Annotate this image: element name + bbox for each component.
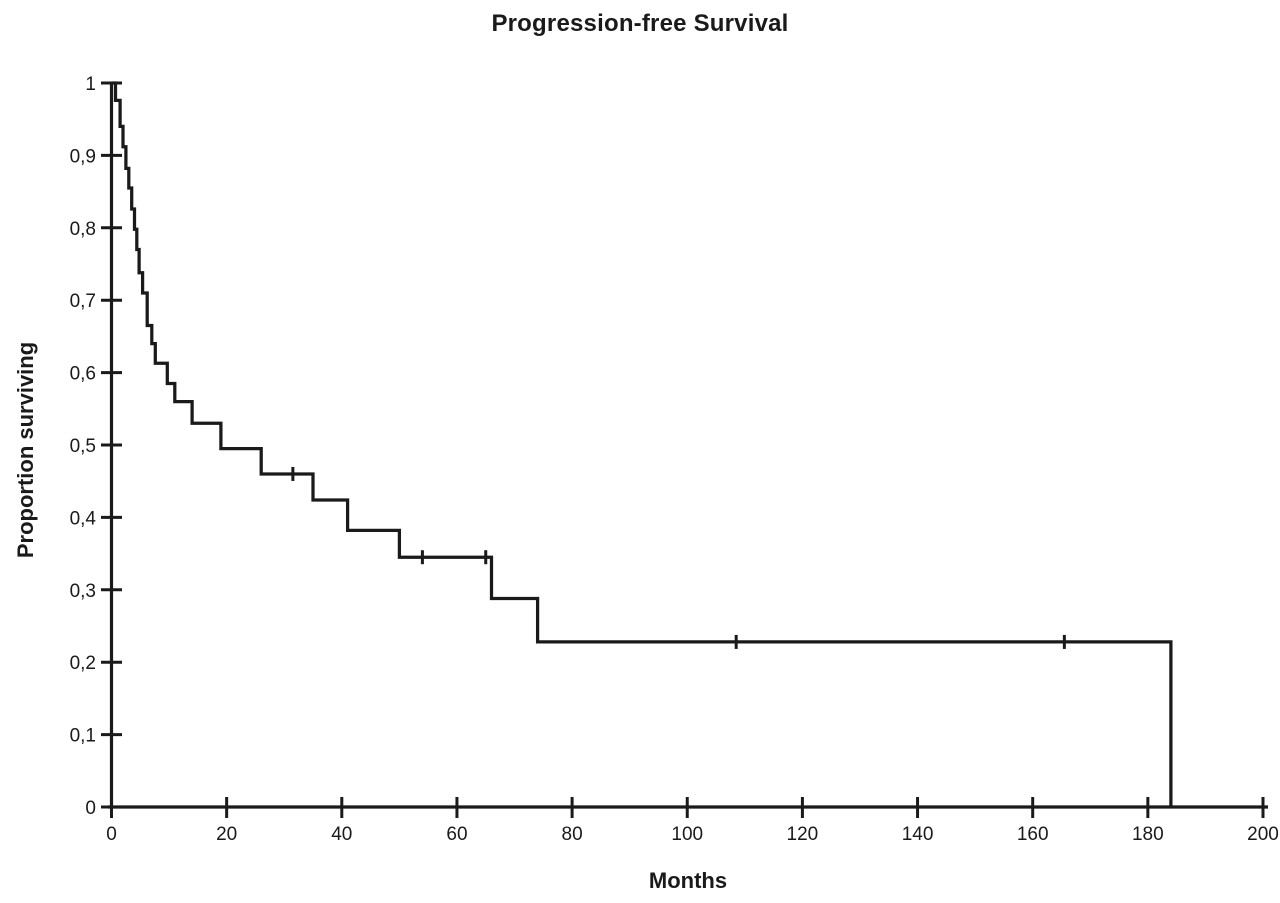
y-tick-label: 0,3 [70, 581, 96, 602]
y-tick-label: 1 [85, 74, 96, 95]
censor-marks [291, 466, 1066, 649]
x-tick-label: 180 [1132, 824, 1164, 845]
x-tick-label: 0 [106, 824, 117, 845]
x-axis-title: Months [649, 868, 727, 893]
x-axis-ticks [110, 797, 1265, 818]
x-tick-label: 200 [1247, 824, 1279, 845]
y-tick-label: 0,1 [70, 726, 96, 747]
x-tick-label: 100 [671, 824, 703, 845]
x-tick-label: 80 [562, 824, 583, 845]
x-tick-label: 140 [902, 824, 934, 845]
x-tick-label: 40 [331, 824, 352, 845]
y-tick-label: 0,4 [70, 508, 97, 529]
x-tick-label: 60 [446, 824, 467, 845]
x-tick-label: 20 [216, 824, 237, 845]
y-tick-label: 0,5 [70, 436, 96, 457]
y-tick-label: 0,7 [70, 291, 96, 312]
y-axis-title: Proportion surviving [13, 342, 38, 558]
y-tick-label: 0,6 [70, 364, 96, 385]
y-axis-tick-labels: 0 0,1 0,2 0,3 0,4 0,5 0,6 0,7 0,8 0,9 1 [70, 74, 97, 819]
x-tick-label: 160 [1017, 824, 1049, 845]
survival-curve-group [111, 81, 1173, 807]
y-tick-label: 0,8 [70, 219, 96, 240]
x-axis: 0 20 40 60 80 100 120 140 160 180 200 Months [106, 797, 1279, 893]
y-tick-label: 0 [85, 798, 96, 819]
y-tick-label: 0,2 [70, 653, 96, 674]
x-axis-tick-labels: 0 20 40 60 80 100 120 140 160 180 200 [106, 824, 1279, 845]
x-tick-label: 120 [787, 824, 819, 845]
survival-curve [111, 81, 1173, 807]
y-tick-label: 0,9 [70, 146, 96, 167]
y-axis: 0 0,1 0,2 0,3 0,4 0,5 0,6 0,7 0,8 0,9 1 Proportion… [13, 74, 122, 819]
chart-title: Progression-free Survival [491, 10, 789, 37]
